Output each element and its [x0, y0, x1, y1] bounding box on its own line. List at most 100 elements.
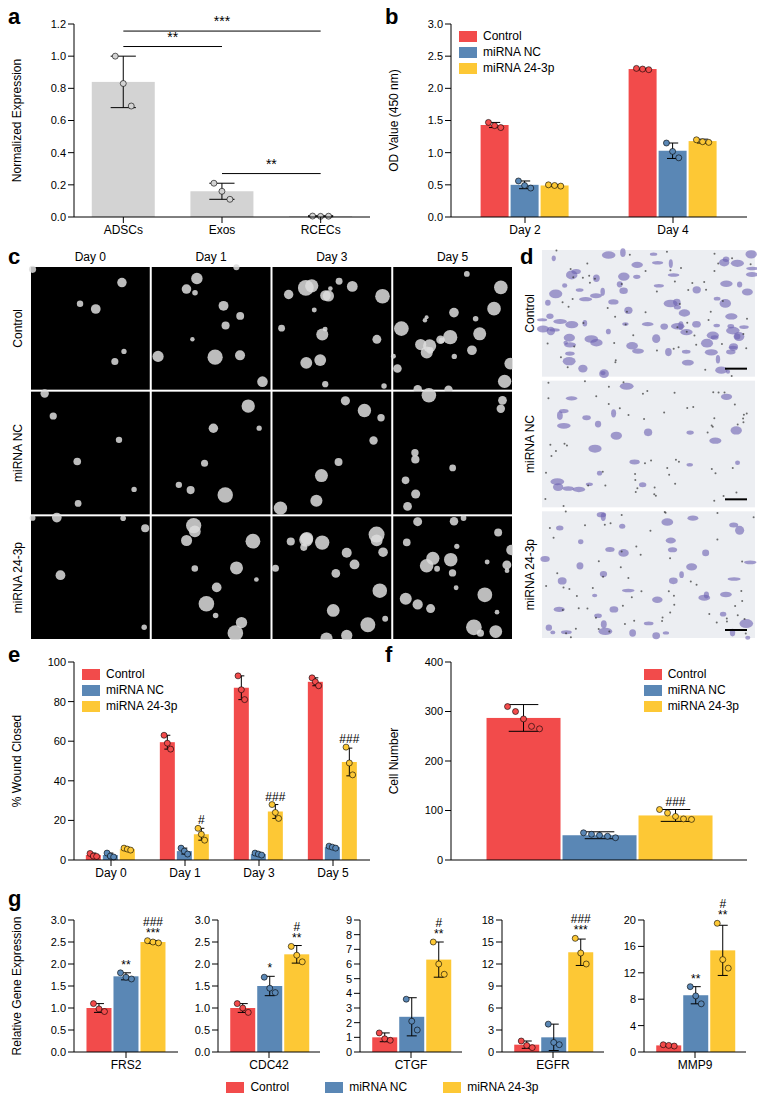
svg-text:3.0: 3.0 — [195, 914, 210, 926]
svg-text:1.2: 1.2 — [51, 18, 66, 30]
svg-text:1: 1 — [346, 1031, 352, 1043]
svg-text:Relative Gene Expression: Relative Gene Expression — [10, 917, 24, 1056]
svg-text:2.0: 2.0 — [195, 958, 210, 970]
svg-text:8: 8 — [346, 929, 352, 941]
svg-text:2: 2 — [346, 1017, 352, 1029]
svg-text:3: 3 — [488, 1024, 494, 1036]
svg-text:#: # — [293, 920, 300, 934]
svg-text:0: 0 — [346, 1046, 352, 1058]
svg-text:8: 8 — [630, 993, 636, 1005]
svg-text:3: 3 — [346, 1002, 352, 1014]
svg-text:FRS2: FRS2 — [111, 1058, 142, 1072]
svg-text:0.0: 0.0 — [428, 211, 443, 223]
svg-text:#: # — [719, 897, 726, 911]
svg-text:7: 7 — [346, 943, 352, 955]
svg-text:4: 4 — [346, 987, 352, 999]
svg-text:9: 9 — [346, 914, 352, 926]
svg-text:Cell Number: Cell Number — [387, 728, 401, 795]
svg-text:4: 4 — [630, 1020, 636, 1032]
svg-text:100: 100 — [425, 804, 443, 816]
svg-text:Day 2: Day 2 — [509, 223, 541, 237]
svg-text:Day 1: Day 1 — [195, 250, 227, 264]
svg-text:2.0: 2.0 — [51, 958, 66, 970]
svg-text:Normalized Expression: Normalized Expression — [10, 59, 24, 182]
svg-text:15: 15 — [482, 936, 494, 948]
svg-text:0.5: 0.5 — [428, 179, 443, 191]
svg-text:Day 0: Day 0 — [75, 250, 107, 264]
svg-text:0: 0 — [488, 1046, 494, 1058]
svg-text:0.5: 0.5 — [195, 1024, 210, 1036]
svg-text:###: ### — [571, 912, 591, 926]
svg-text:miRNA NC: miRNA NC — [11, 424, 25, 482]
svg-text:20: 20 — [54, 814, 66, 826]
svg-text:CTGF: CTGF — [395, 1058, 428, 1072]
svg-text:0: 0 — [437, 854, 443, 866]
svg-text:Control: Control — [11, 309, 25, 348]
svg-text:3.0: 3.0 — [428, 18, 443, 30]
svg-text:Control: Control — [523, 294, 537, 333]
svg-text:40: 40 — [54, 775, 66, 787]
svg-text:400: 400 — [425, 656, 443, 668]
svg-text:**: ** — [266, 156, 277, 172]
svg-text:% Wound Closed: % Wound Closed — [10, 715, 24, 808]
svg-text:miRNA 24-3p: miRNA 24-3p — [523, 539, 537, 611]
svg-text:0: 0 — [630, 1046, 636, 1058]
svg-text:Day 4: Day 4 — [657, 223, 689, 237]
svg-text:80: 80 — [54, 696, 66, 708]
svg-text:###: ### — [265, 790, 285, 804]
svg-text:CDC42: CDC42 — [249, 1058, 289, 1072]
svg-text:0.0: 0.0 — [51, 211, 66, 223]
svg-text:18: 18 — [482, 914, 494, 926]
svg-text:12: 12 — [624, 967, 636, 979]
svg-text:0.5: 0.5 — [51, 1024, 66, 1036]
svg-text:6: 6 — [346, 958, 352, 970]
svg-text:Day 5: Day 5 — [437, 250, 469, 264]
svg-text:0.0: 0.0 — [195, 1046, 210, 1058]
svg-text:###: ### — [143, 915, 163, 929]
svg-text:Day 3: Day 3 — [316, 250, 348, 264]
svg-text:1.0: 1.0 — [51, 1002, 66, 1014]
svg-text:2.5: 2.5 — [51, 936, 66, 948]
svg-text:16: 16 — [624, 940, 636, 952]
svg-text:1.5: 1.5 — [51, 980, 66, 992]
svg-text:###: ### — [339, 732, 359, 746]
svg-text:EGFR: EGFR — [536, 1058, 570, 1072]
svg-text:6: 6 — [488, 1002, 494, 1014]
svg-text:***: *** — [214, 13, 231, 29]
svg-text:1.5: 1.5 — [428, 114, 443, 126]
svg-text:1.5: 1.5 — [195, 980, 210, 992]
svg-text:#: # — [435, 916, 442, 930]
svg-text:0.0: 0.0 — [51, 1046, 66, 1058]
svg-text:**: ** — [167, 29, 178, 45]
svg-text:Day 1: Day 1 — [169, 866, 201, 880]
svg-text:300: 300 — [425, 705, 443, 717]
svg-text:Day 0: Day 0 — [95, 866, 127, 880]
svg-text:200: 200 — [425, 755, 443, 767]
svg-text:**: ** — [121, 958, 131, 972]
svg-text:miRNA 24-3p: miRNA 24-3p — [11, 542, 25, 614]
svg-text:0.6: 0.6 — [51, 114, 66, 126]
svg-text:0.4: 0.4 — [51, 147, 66, 159]
svg-text:MMP9: MMP9 — [678, 1058, 713, 1072]
svg-text:2.5: 2.5 — [428, 50, 443, 62]
svg-text:0: 0 — [60, 854, 66, 866]
svg-text:**: ** — [691, 972, 701, 986]
svg-text:*: * — [267, 961, 272, 975]
svg-text:2.0: 2.0 — [428, 82, 443, 94]
svg-text:ADSCs: ADSCs — [104, 223, 143, 237]
svg-text:#: # — [198, 813, 205, 827]
svg-text:5: 5 — [346, 973, 352, 985]
svg-text:0.2: 0.2 — [51, 179, 66, 191]
svg-text:100: 100 — [48, 656, 66, 668]
svg-text:3.0: 3.0 — [51, 914, 66, 926]
svg-text:RCECs: RCECs — [301, 223, 341, 237]
svg-text:Exos: Exos — [209, 223, 236, 237]
svg-text:1.0: 1.0 — [428, 147, 443, 159]
svg-text:2.5: 2.5 — [195, 936, 210, 948]
svg-text:1.0: 1.0 — [51, 50, 66, 62]
svg-text:OD Value (450 nm): OD Value (450 nm) — [387, 69, 401, 172]
svg-text:9: 9 — [488, 980, 494, 992]
svg-text:Day 5: Day 5 — [317, 866, 349, 880]
svg-text:1.0: 1.0 — [195, 1002, 210, 1014]
svg-text:Day 3: Day 3 — [243, 866, 275, 880]
